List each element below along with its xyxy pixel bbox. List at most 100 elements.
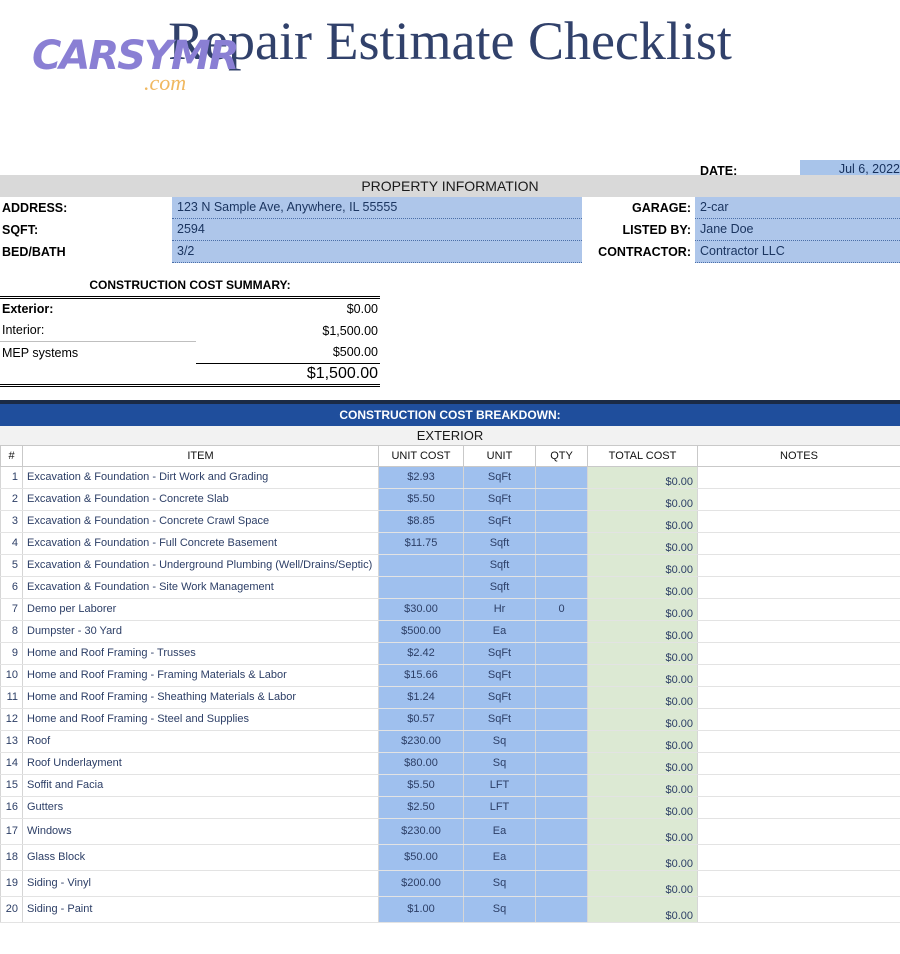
cell-qty[interactable] <box>535 796 588 819</box>
date-value-field[interactable]: Jul 6, 2022 <box>800 160 900 179</box>
cell-unit[interactable]: LFT <box>463 774 536 797</box>
cell-unit-cost[interactable]: $15.66 <box>378 664 464 687</box>
cell-unit-cost[interactable]: $5.50 <box>378 488 464 511</box>
cell-item[interactable]: Demo per Laborer <box>22 598 379 621</box>
table-row[interactable]: 20 Siding - Paint $1.00 Sq $0.00 <box>0 896 900 923</box>
cell-qty[interactable] <box>535 818 588 845</box>
cell-unit[interactable]: SqFt <box>463 686 536 709</box>
cell-qty[interactable] <box>535 870 588 897</box>
col-header-item[interactable]: ITEM <box>22 446 379 467</box>
cell-notes[interactable] <box>697 598 900 621</box>
col-header-total-cost[interactable]: TOTAL COST <box>587 446 698 467</box>
cell-num[interactable]: 13 <box>0 730 23 753</box>
cell-total-cost[interactable]: $0.00 <box>587 796 698 819</box>
cell-notes[interactable] <box>697 510 900 533</box>
cell-qty[interactable] <box>535 752 588 775</box>
cell-total-cost[interactable]: $0.00 <box>587 708 698 731</box>
sqft-field[interactable]: 2594 <box>172 219 582 241</box>
cell-item[interactable]: Excavation & Foundation - Full Concrete … <box>22 532 379 555</box>
cell-num[interactable]: 16 <box>0 796 23 819</box>
table-row[interactable]: 4 Excavation & Foundation - Full Concrete… <box>0 532 900 555</box>
cell-qty[interactable] <box>535 642 588 665</box>
cell-unit[interactable]: SqFt <box>463 466 536 489</box>
cell-notes[interactable] <box>697 488 900 511</box>
cell-num[interactable]: 6 <box>0 576 23 599</box>
cell-qty[interactable] <box>535 730 588 753</box>
table-row[interactable]: 9 Home and Roof Framing - Trusses $2.42 SqF… <box>0 642 900 665</box>
cell-item[interactable]: Roof Underlayment <box>22 752 379 775</box>
listed-by-field[interactable]: Jane Doe <box>695 219 900 241</box>
cell-item[interactable]: Dumpster - 30 Yard <box>22 620 379 643</box>
cell-num[interactable]: 8 <box>0 620 23 643</box>
cell-unit[interactable]: Sq <box>463 870 536 897</box>
cell-unit[interactable]: SqFt <box>463 708 536 731</box>
table-row[interactable]: 3 Excavation & Foundation - Concrete Craw… <box>0 510 900 533</box>
col-header-notes[interactable]: NOTES <box>697 446 900 467</box>
cell-num[interactable]: 4 <box>0 532 23 555</box>
cell-num[interactable]: 12 <box>0 708 23 731</box>
cell-unit[interactable]: Sq <box>463 752 536 775</box>
cell-num[interactable]: 17 <box>0 818 23 845</box>
table-row[interactable]: 12 Home and Roof Framing - Steel and Supp… <box>0 708 900 731</box>
cell-total-cost[interactable]: $0.00 <box>587 466 698 489</box>
table-row[interactable]: 8 Dumpster - 30 Yard $500.00 Ea $0.00 <box>0 620 900 643</box>
cell-unit[interactable]: SqFt <box>463 642 536 665</box>
cell-item[interactable]: Excavation & Foundation - Concrete Slab <box>22 488 379 511</box>
cell-item[interactable]: Excavation & Foundation - Underground Pl… <box>22 554 379 577</box>
cell-unit[interactable]: SqFt <box>463 510 536 533</box>
cell-unit-cost[interactable]: $230.00 <box>378 730 464 753</box>
cell-notes[interactable] <box>697 870 900 897</box>
cell-unit-cost[interactable]: $1.24 <box>378 686 464 709</box>
cell-notes[interactable] <box>697 576 900 599</box>
cell-item[interactable]: Excavation & Foundation - Dirt Work and … <box>22 466 379 489</box>
cell-unit[interactable]: Sqft <box>463 576 536 599</box>
cell-unit[interactable]: Sqft <box>463 554 536 577</box>
cell-item[interactable]: Siding - Vinyl <box>22 870 379 897</box>
cell-notes[interactable] <box>697 642 900 665</box>
cell-notes[interactable] <box>697 818 900 845</box>
cell-item[interactable]: Soffit and Facia <box>22 774 379 797</box>
table-row[interactable]: 17 Windows $230.00 Ea $0.00 <box>0 818 900 845</box>
cell-item[interactable]: Home and Roof Framing - Framing Material… <box>22 664 379 687</box>
cell-unit-cost[interactable]: $5.50 <box>378 774 464 797</box>
cell-unit-cost[interactable] <box>378 554 464 577</box>
cell-total-cost[interactable]: $0.00 <box>587 686 698 709</box>
cell-num[interactable]: 10 <box>0 664 23 687</box>
col-header-unit-cost[interactable]: UNIT COST <box>378 446 464 467</box>
cell-notes[interactable] <box>697 796 900 819</box>
cell-num[interactable]: 5 <box>0 554 23 577</box>
cell-item[interactable]: Glass Block <box>22 844 379 871</box>
cell-total-cost[interactable]: $0.00 <box>587 598 698 621</box>
cell-qty[interactable] <box>535 510 588 533</box>
cell-qty[interactable] <box>535 488 588 511</box>
cell-total-cost[interactable]: $0.00 <box>587 642 698 665</box>
cell-qty[interactable] <box>535 844 588 871</box>
cell-qty[interactable] <box>535 554 588 577</box>
cell-unit-cost[interactable]: $2.93 <box>378 466 464 489</box>
table-row[interactable]: 19 Siding - Vinyl $200.00 Sq $0.00 <box>0 870 900 897</box>
bed-bath-field[interactable]: 3/2 <box>172 241 582 263</box>
cell-unit-cost[interactable]: $500.00 <box>378 620 464 643</box>
cell-unit[interactable]: Hr <box>463 598 536 621</box>
cell-num[interactable]: 20 <box>0 896 23 923</box>
cell-unit-cost[interactable]: $2.42 <box>378 642 464 665</box>
cell-unit-cost[interactable]: $8.85 <box>378 510 464 533</box>
cell-unit[interactable]: Ea <box>463 844 536 871</box>
cell-qty[interactable] <box>535 576 588 599</box>
cell-unit[interactable]: Sq <box>463 730 536 753</box>
cell-unit-cost[interactable]: $200.00 <box>378 870 464 897</box>
cell-item[interactable]: Home and Roof Framing - Trusses <box>22 642 379 665</box>
cell-unit-cost[interactable]: $230.00 <box>378 818 464 845</box>
table-row[interactable]: 13 Roof $230.00 Sq $0.00 <box>0 730 900 753</box>
cell-total-cost[interactable]: $0.00 <box>587 488 698 511</box>
cell-total-cost[interactable]: $0.00 <box>587 510 698 533</box>
table-row[interactable]: 15 Soffit and Facia $5.50 LFT $0.00 <box>0 774 900 797</box>
cell-total-cost[interactable]: $0.00 <box>587 664 698 687</box>
cell-unit[interactable]: Sqft <box>463 532 536 555</box>
cell-total-cost[interactable]: $0.00 <box>587 844 698 871</box>
table-row[interactable]: 11 Home and Roof Framing - Sheathing Mate… <box>0 686 900 709</box>
cell-unit[interactable]: Ea <box>463 818 536 845</box>
cell-total-cost[interactable]: $0.00 <box>587 620 698 643</box>
table-row[interactable]: 7 Demo per Laborer $30.00 Hr 0 $0.00 <box>0 598 900 621</box>
table-row[interactable]: 6 Excavation & Foundation - Site Work Man… <box>0 576 900 599</box>
